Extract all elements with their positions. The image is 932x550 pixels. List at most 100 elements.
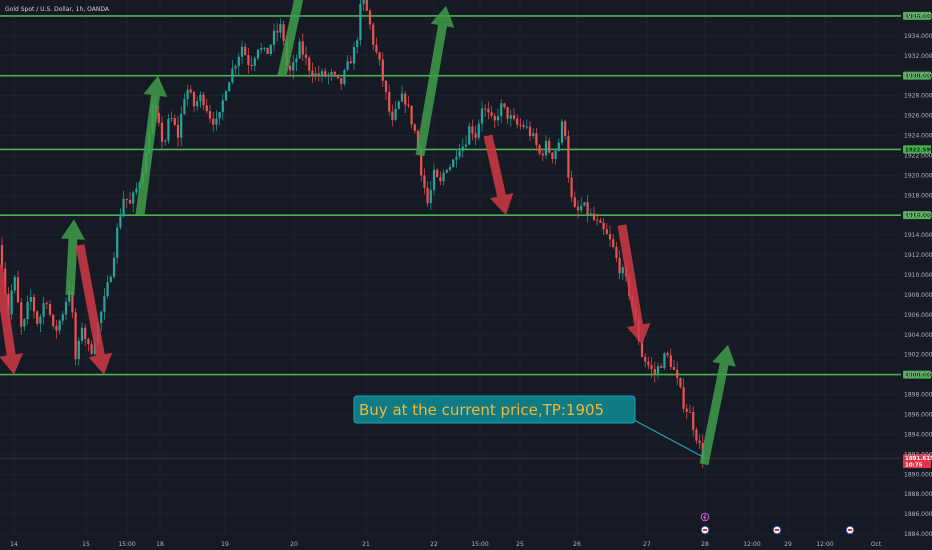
- candle-body: [516, 118, 519, 125]
- callout-label: Buy at the current price,TP:1905: [359, 401, 604, 419]
- candle-body: [215, 118, 218, 125]
- candle-body: [202, 94, 205, 106]
- candle: [183, 93, 186, 116]
- candle-body: [84, 327, 87, 339]
- candle-body: [253, 58, 256, 66]
- price-axis[interactable]: 1938.0001936.0001934.0001932.0001930.000…: [904, 0, 932, 538]
- candle-body: [621, 267, 624, 274]
- candle-body: [592, 213, 596, 220]
- candle: [573, 191, 576, 208]
- candle: [410, 105, 413, 129]
- candle: [32, 293, 36, 319]
- candle: [429, 181, 432, 211]
- candle: [100, 310, 103, 332]
- current-price-tag: [903, 454, 931, 469]
- candle: [432, 163, 436, 196]
- candle: [308, 55, 311, 78]
- candle-body: [340, 78, 343, 84]
- candle-body: [247, 54, 250, 65]
- candle-body: [128, 200, 132, 204]
- candle-body: [445, 169, 448, 173]
- candle: [394, 100, 397, 122]
- candle-body: [487, 108, 490, 113]
- candle-body: [455, 156, 458, 160]
- y-tick-label: 1932.000: [904, 53, 932, 60]
- chart-title: Gold Spot / U.S. Dollar, 1h, OANDA: [5, 6, 110, 13]
- candle: [528, 121, 532, 141]
- candle: [426, 181, 429, 207]
- candle: [608, 225, 612, 247]
- time-axis[interactable]: 14 15 15:00 18 19 20 21 22 15:00 25 26 27 28 12:00 29 1…: [10, 541, 882, 548]
- candle: [199, 91, 202, 109]
- candle: [103, 288, 106, 320]
- candle-body: [16, 277, 20, 303]
- candle: [167, 113, 170, 144]
- candle-body: [583, 202, 586, 206]
- candle-body: [26, 301, 29, 320]
- candle-body: [192, 92, 196, 107]
- event-flag-stripe: [774, 529, 780, 531]
- x-tick-label: 25: [516, 541, 524, 548]
- candle-body: [45, 303, 48, 305]
- candle-body: [410, 105, 413, 125]
- candle: [647, 356, 650, 370]
- candle: [439, 171, 442, 186]
- y-tick-label: 1928.000: [904, 93, 932, 100]
- candle-body: [234, 66, 237, 69]
- candle: [340, 77, 343, 91]
- candle: [436, 168, 439, 178]
- candle: [157, 106, 160, 127]
- x-tick-label: 12:00: [743, 541, 760, 548]
- y-tick-label: 1914.000: [904, 232, 932, 239]
- candle-body: [375, 44, 378, 53]
- event-flag-icon: [772, 525, 782, 535]
- candle-body: [29, 296, 32, 302]
- candle-body: [448, 167, 452, 170]
- candle-body: [250, 64, 253, 66]
- candle-body: [564, 121, 567, 137]
- candle: [407, 96, 410, 109]
- level-tag: [903, 145, 931, 154]
- candle-body: [528, 126, 532, 136]
- candle-body: [554, 150, 557, 159]
- candle-body: [640, 341, 644, 357]
- candle-body: [32, 296, 36, 312]
- x-tick-label: 28: [701, 541, 709, 548]
- candle: [247, 47, 250, 74]
- candle: [570, 170, 573, 202]
- candle-body: [618, 258, 621, 274]
- candle-body: [189, 89, 192, 93]
- x-tick-label: 15:00: [118, 541, 135, 548]
- candle: [660, 363, 663, 369]
- economic-events[interactable]: [700, 512, 855, 535]
- candle: [112, 252, 116, 279]
- candle-body: [180, 113, 183, 138]
- candle-body: [602, 222, 605, 230]
- candle-body: [58, 320, 61, 331]
- candle: [244, 42, 247, 56]
- candle: [84, 324, 87, 346]
- candle: [314, 67, 317, 81]
- y-tick-label: 1886.000: [904, 511, 932, 518]
- x-tick-label: 27: [643, 541, 651, 548]
- candle-body: [356, 40, 359, 48]
- candle-body: [404, 93, 407, 105]
- candle: [644, 352, 647, 368]
- candle: [388, 84, 391, 116]
- candle-body: [368, 10, 372, 25]
- candle: [208, 105, 212, 123]
- annotation-callout[interactable]: Buy at the current price,TP:1905: [353, 395, 706, 459]
- candle: [266, 47, 269, 55]
- candle-body: [336, 74, 340, 79]
- candle-body: [426, 187, 429, 204]
- candle-body: [55, 325, 58, 331]
- candle: [397, 100, 400, 110]
- y-tick-label: 1924.000: [904, 132, 932, 139]
- candle: [176, 115, 180, 147]
- candle: [471, 119, 474, 141]
- candle-body: [260, 48, 263, 50]
- candle-body: [100, 311, 103, 324]
- event-flag-stripe: [847, 529, 853, 531]
